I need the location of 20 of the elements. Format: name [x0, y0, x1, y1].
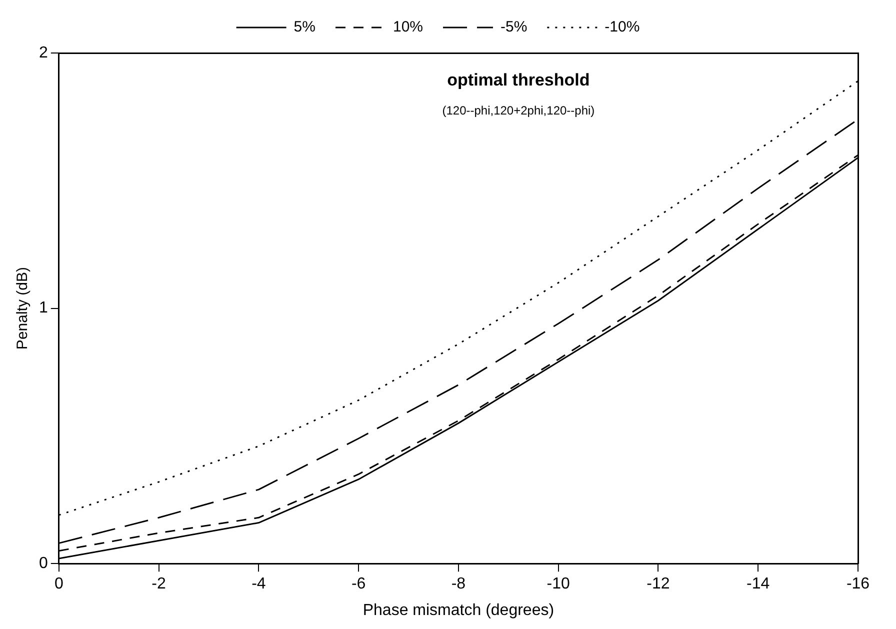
y-axis-title: Penalty (dB): [14, 267, 32, 350]
x-tick-label: -4: [252, 576, 266, 593]
x-tick-label: -6: [351, 576, 366, 593]
legend-label: -5%: [500, 18, 528, 36]
x-tick-label: 0: [54, 576, 64, 593]
legend-label: 5%: [294, 18, 316, 36]
legend-label: -10%: [604, 18, 640, 36]
x-tick-label: -14: [746, 576, 770, 593]
y-tick-label: 0: [38, 555, 48, 572]
x-tick-label: -12: [646, 576, 670, 593]
y-tick-label: 1: [38, 300, 48, 317]
x-tick-label: -2: [152, 576, 166, 593]
x-tick-label: -16: [846, 576, 870, 593]
text: (120--phi,120+2phi,120--phi): [442, 103, 595, 118]
y-tick-label: 2: [38, 44, 48, 62]
x-axis-title: Phase mismatch (degrees): [362, 602, 554, 619]
x-tick-label: -10: [546, 576, 570, 593]
legend-label: 10%: [392, 18, 424, 36]
text: optimal threshold: [447, 70, 590, 90]
x-tick-label: -8: [451, 576, 466, 593]
